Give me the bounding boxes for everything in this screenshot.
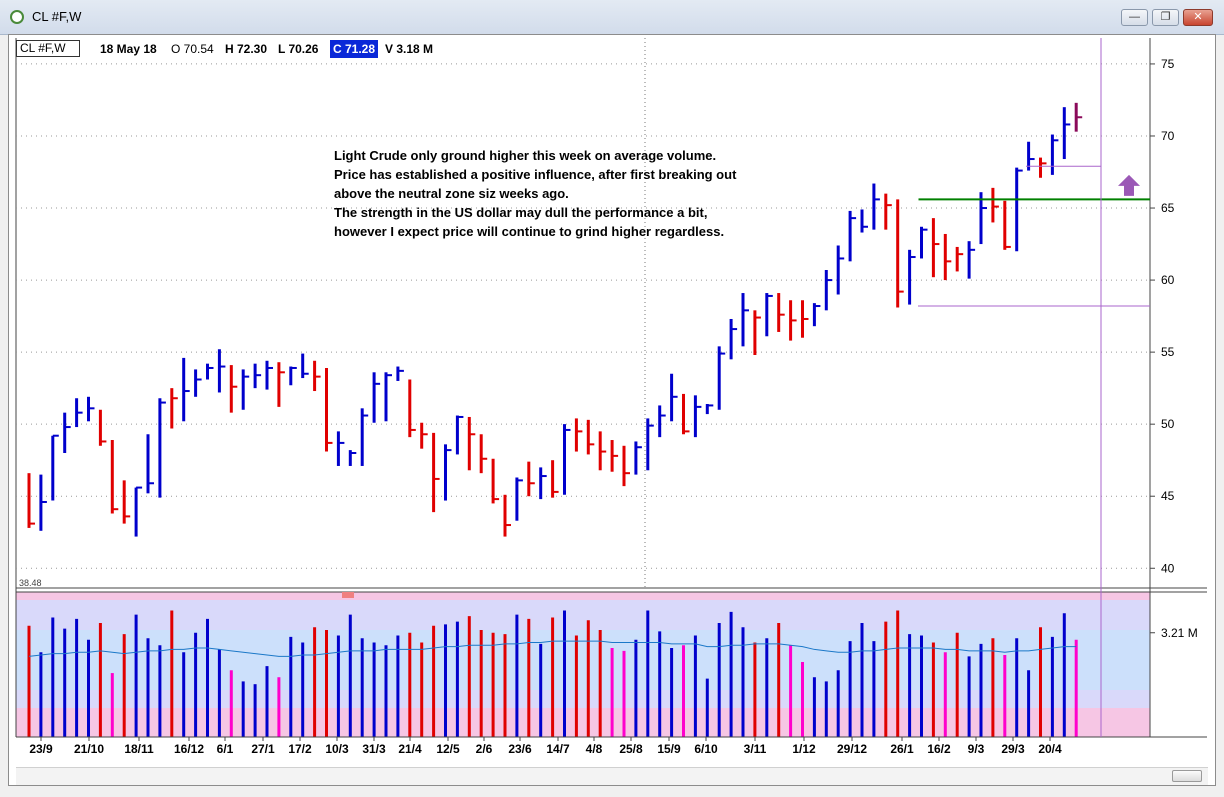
volume-band-top xyxy=(16,592,1150,600)
annotation-line: The strength in the US dollar may dull t… xyxy=(334,205,708,220)
y-tick-label: 60 xyxy=(1161,273,1175,287)
annotation-line: Price has established a positive influen… xyxy=(334,167,737,182)
price-partial-label: 38.48 xyxy=(19,578,42,588)
high-value: H 72.30 xyxy=(225,42,268,56)
x-tick-label: 14/7 xyxy=(546,742,570,756)
close-button[interactable]: ✕ xyxy=(1183,9,1213,26)
x-tick-label: 1/12 xyxy=(792,742,816,756)
x-tick-label: 29/12 xyxy=(837,742,867,756)
volume-band-middle xyxy=(16,630,1150,690)
x-tick-label: 15/9 xyxy=(657,742,681,756)
chart-annotation: Light Crude only ground higher this week… xyxy=(334,146,804,241)
x-tick-label: 31/3 xyxy=(362,742,386,756)
x-tick-label: 16/2 xyxy=(927,742,951,756)
y-tick-label: 70 xyxy=(1161,129,1175,143)
y-tick-label: 75 xyxy=(1161,57,1175,71)
volume-y-tick-label: 3.21 M xyxy=(1161,626,1198,640)
x-tick-label: 23/6 xyxy=(508,742,532,756)
x-tick-label: 3/11 xyxy=(744,742,767,756)
volume-pane xyxy=(16,592,1150,737)
x-tick-label: 12/5 xyxy=(436,742,460,756)
x-tick-label: 17/2 xyxy=(288,742,312,756)
symbol-field[interactable]: CL #F,W xyxy=(16,40,80,57)
volume-marker xyxy=(342,592,354,598)
x-tick-label: 25/8 xyxy=(619,742,643,756)
y-tick-label: 65 xyxy=(1161,201,1175,215)
low-value: L 70.26 xyxy=(278,42,319,56)
app-icon xyxy=(10,10,24,24)
minimize-button[interactable]: — xyxy=(1121,9,1148,26)
x-tick-label: 4/8 xyxy=(586,742,603,756)
title-bar: CL #F,W — ❐ ✕ xyxy=(0,0,1224,35)
close-value: C 71.28 xyxy=(330,40,379,58)
y-tick-label: 50 xyxy=(1161,417,1175,431)
x-tick-label: 2/6 xyxy=(476,742,493,756)
x-tick-label: 20/4 xyxy=(1038,742,1062,756)
window-title: CL #F,W xyxy=(32,9,82,24)
volume-band-lower xyxy=(16,708,1150,737)
annotation-line: Light Crude only ground higher this week… xyxy=(334,148,717,163)
bar-date: 18 May 18 xyxy=(100,42,157,56)
x-tick-label: 9/3 xyxy=(968,742,985,756)
x-tick-label: 6/10 xyxy=(694,742,718,756)
volume-average-line xyxy=(28,640,1077,657)
x-tick-label: 10/3 xyxy=(325,742,349,756)
annotation-line: however I expect price will continue to … xyxy=(334,224,725,239)
x-tick-label: 18/11 xyxy=(124,742,154,756)
up-arrow-icon xyxy=(1118,174,1140,196)
x-tick-label: 6/1 xyxy=(217,742,234,756)
horizontal-scrollbar[interactable] xyxy=(16,767,1208,785)
scrollbar-thumb[interactable] xyxy=(1172,770,1202,782)
y-tick-label: 55 xyxy=(1161,345,1175,359)
annotation-line: above the neutral zone siz weeks ago. xyxy=(334,186,569,201)
maximize-button[interactable]: ❐ xyxy=(1152,9,1179,26)
x-tick-label: 21/10 xyxy=(74,742,104,756)
x-tick-label: 21/4 xyxy=(398,742,422,756)
open-value: O 70.54 xyxy=(171,42,214,56)
price-grid: 40 45 50 55 60 65 70 75 xyxy=(16,57,1175,575)
volume-value: V 3.18 M xyxy=(385,42,434,56)
x-tick-label: 29/3 xyxy=(1001,742,1025,756)
x-tick-label: 27/1 xyxy=(251,742,275,756)
x-tick-label: 26/1 xyxy=(890,742,914,756)
price-bars xyxy=(27,102,1083,537)
y-tick-label: 40 xyxy=(1161,561,1175,575)
x-tick-label: 23/9 xyxy=(29,742,53,756)
time-axis: 23/9 21/10 18/11 16/12 6/1 27/1 17/2 10/3 31/3 21… xyxy=(29,737,1062,756)
y-tick-label: 45 xyxy=(1161,489,1175,503)
x-tick-label: 16/12 xyxy=(174,742,204,756)
